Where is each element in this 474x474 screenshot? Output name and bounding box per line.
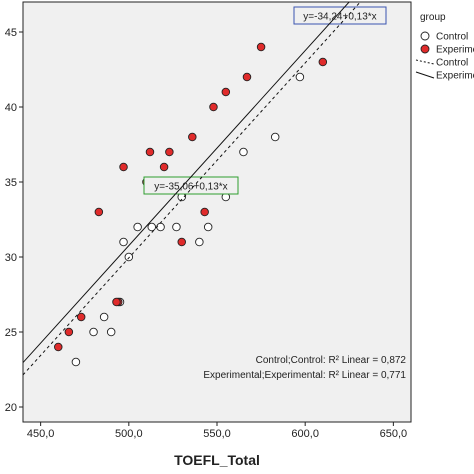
- legend-label: Experimental: [436, 45, 474, 56]
- annotations: y=-35,06+0,13*x y=-34,24+0,13*x Control;Co…: [143, 6, 407, 381]
- legend-label: Experimental: [436, 71, 474, 82]
- plot-area: [22, 1, 412, 423]
- point-control: [239, 147, 248, 157]
- legend-label: Control: [436, 32, 468, 43]
- point-experimental: [318, 57, 328, 67]
- x-tick-label: 500,0: [115, 428, 143, 440]
- x-axis-label: TOEFL_Total: [174, 452, 260, 468]
- equation-label-control: y=-35,06+0,13*x: [154, 182, 227, 193]
- point-control: [203, 222, 213, 232]
- point-experimental: [188, 132, 197, 142]
- fit-line-control: [23, 2, 361, 376]
- point-experimental: [242, 72, 252, 82]
- point-experimental: [165, 147, 174, 157]
- x-tick-label: 650,0: [380, 428, 408, 440]
- y-tick-label: 30: [5, 252, 17, 264]
- point-control: [133, 222, 142, 232]
- point-experimental: [209, 102, 218, 112]
- x-tick-label: 600,0: [291, 428, 319, 440]
- y-tick-label: 25: [5, 327, 17, 339]
- point-experimental: [54, 342, 63, 352]
- point-control: [195, 237, 204, 247]
- point-experimental: [76, 312, 86, 322]
- point-control: [71, 357, 81, 367]
- point-experimental: [112, 297, 121, 307]
- point-control: [119, 237, 128, 247]
- fit-lines: [23, 2, 361, 376]
- point-control: [270, 132, 280, 142]
- point-experimental: [256, 42, 266, 52]
- legend-line: [415, 59, 435, 65]
- point-control: [147, 222, 156, 232]
- point-control: [89, 327, 98, 337]
- legend-marker: [420, 31, 430, 41]
- fit-line-experimental: [23, 2, 350, 363]
- r2-annotation: Experimental;Experimental: R² Linear = 0…: [203, 370, 406, 381]
- axes: 450,0 500,0 550,0 600,0 650,0 20 25 30 35 40 45: [5, 27, 407, 440]
- point-experimental: [177, 237, 186, 247]
- equation-box-experimental: [293, 6, 387, 25]
- point-experimental: [94, 207, 104, 217]
- point-experimental: [159, 162, 169, 172]
- data-points: [54, 42, 328, 367]
- y-tick-label: 35: [5, 177, 17, 189]
- point-control: [295, 72, 305, 82]
- point-control: [99, 312, 109, 322]
- point-experimental: [221, 87, 231, 97]
- y-tick-label: 20: [5, 402, 17, 414]
- point-experimental: [200, 207, 209, 217]
- y-tick-label: 40: [5, 102, 17, 114]
- point-experimental: [145, 147, 155, 157]
- legend: group Control Experimental Control Experimen…: [415, 12, 474, 82]
- point-control: [106, 327, 116, 337]
- x-tick-label: 550,0: [203, 428, 231, 440]
- legend-label: Control: [436, 58, 468, 69]
- point-control: [156, 222, 165, 232]
- r2-annotation: Control;Control: R² Linear = 0,872: [256, 355, 407, 366]
- point-control: [172, 222, 181, 232]
- point-control: [124, 252, 134, 262]
- point-experimental: [64, 327, 74, 337]
- point-experimental: [119, 162, 128, 172]
- legend-title: group: [420, 12, 446, 23]
- x-tick-label: 450,0: [27, 428, 55, 440]
- equation-label-experimental: y=-34,24+0,13*x: [303, 12, 376, 23]
- y-tick-label: 45: [5, 27, 17, 39]
- legend-line: [415, 71, 435, 79]
- legend-marker: [420, 44, 430, 54]
